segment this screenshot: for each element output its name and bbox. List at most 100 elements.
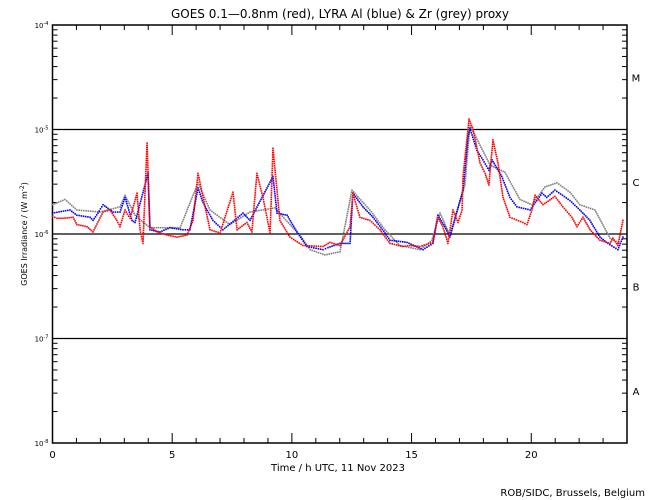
data-point [350, 210, 353, 212]
data-point [595, 211, 597, 213]
data-point [371, 212, 374, 215]
data-point [535, 198, 537, 201]
data-point [448, 231, 451, 234]
data-point [285, 230, 288, 233]
data-point [253, 202, 256, 205]
data-point [220, 227, 223, 230]
data-point [505, 206, 508, 209]
data-point [415, 245, 417, 247]
data-point [103, 210, 106, 212]
data-point [204, 207, 207, 209]
data-point [148, 192, 150, 195]
data-point [271, 177, 273, 180]
data-point [604, 228, 606, 230]
data-point [236, 219, 238, 221]
data-point [389, 239, 391, 242]
data-point [405, 246, 408, 248]
data-point [146, 151, 149, 153]
data-point [442, 225, 444, 228]
data-point [186, 229, 189, 231]
data-point [570, 201, 573, 203]
data-point [507, 212, 510, 215]
data-point [542, 188, 545, 190]
data-point [345, 219, 347, 221]
data-point [399, 244, 401, 247]
data-point [196, 177, 199, 179]
data-point [180, 235, 182, 238]
data-point [486, 167, 489, 169]
data-point [142, 191, 144, 194]
data-point [121, 219, 123, 222]
data-point [303, 242, 306, 244]
data-point [611, 245, 613, 247]
data-point [365, 218, 367, 220]
data-point [474, 141, 477, 143]
data-point [549, 199, 551, 201]
data-point [594, 209, 596, 211]
data-point [450, 220, 453, 222]
data-point [363, 202, 365, 205]
data-point [288, 234, 290, 237]
data-point [324, 254, 326, 256]
data-point [489, 167, 492, 169]
data-point [90, 229, 93, 232]
data-point [283, 217, 285, 219]
data-point [87, 227, 90, 229]
data-point [206, 213, 208, 216]
data-point [136, 213, 139, 215]
data-point [544, 195, 546, 197]
data-point [528, 217, 530, 220]
data-point [271, 154, 274, 156]
data-point [489, 169, 491, 171]
data-point [572, 202, 575, 205]
data-point [138, 220, 141, 222]
data-point [252, 211, 255, 214]
data-point [272, 154, 275, 156]
data-point [567, 190, 569, 192]
data-point [370, 211, 373, 213]
data-point [381, 225, 383, 227]
data-point [296, 241, 299, 243]
data-point [492, 160, 494, 163]
data-point [469, 120, 471, 122]
data-point [461, 193, 464, 196]
data-point [298, 242, 300, 244]
data-point [499, 175, 501, 177]
data-point [432, 237, 435, 239]
data-point [138, 224, 141, 227]
data-point [104, 210, 107, 213]
data-point [354, 195, 357, 198]
data-point [462, 175, 464, 178]
data-point [211, 210, 213, 213]
data-point [500, 183, 502, 186]
data-point [322, 253, 324, 255]
data-point [380, 226, 382, 229]
data-point [465, 166, 468, 168]
data-point [199, 186, 201, 188]
data-point [227, 222, 229, 225]
data-point [148, 206, 150, 208]
data-point [535, 199, 538, 202]
data-point [255, 176, 258, 179]
data-point [377, 220, 379, 222]
data-point [350, 212, 352, 215]
data-point [80, 215, 83, 217]
data-point [358, 200, 360, 203]
data-point [143, 203, 146, 205]
data-point [99, 208, 102, 210]
data-point [208, 224, 210, 227]
data-point [224, 217, 226, 219]
data-point [484, 154, 486, 156]
data-point [464, 162, 467, 165]
data-point [434, 231, 436, 233]
data-point [142, 231, 145, 234]
data-point [149, 226, 151, 229]
data-point [267, 223, 270, 225]
data-point [178, 235, 180, 238]
data-point [349, 223, 351, 226]
data-point [442, 228, 445, 230]
data-point [352, 191, 355, 193]
data-point [84, 215, 87, 218]
data-point [621, 221, 624, 224]
